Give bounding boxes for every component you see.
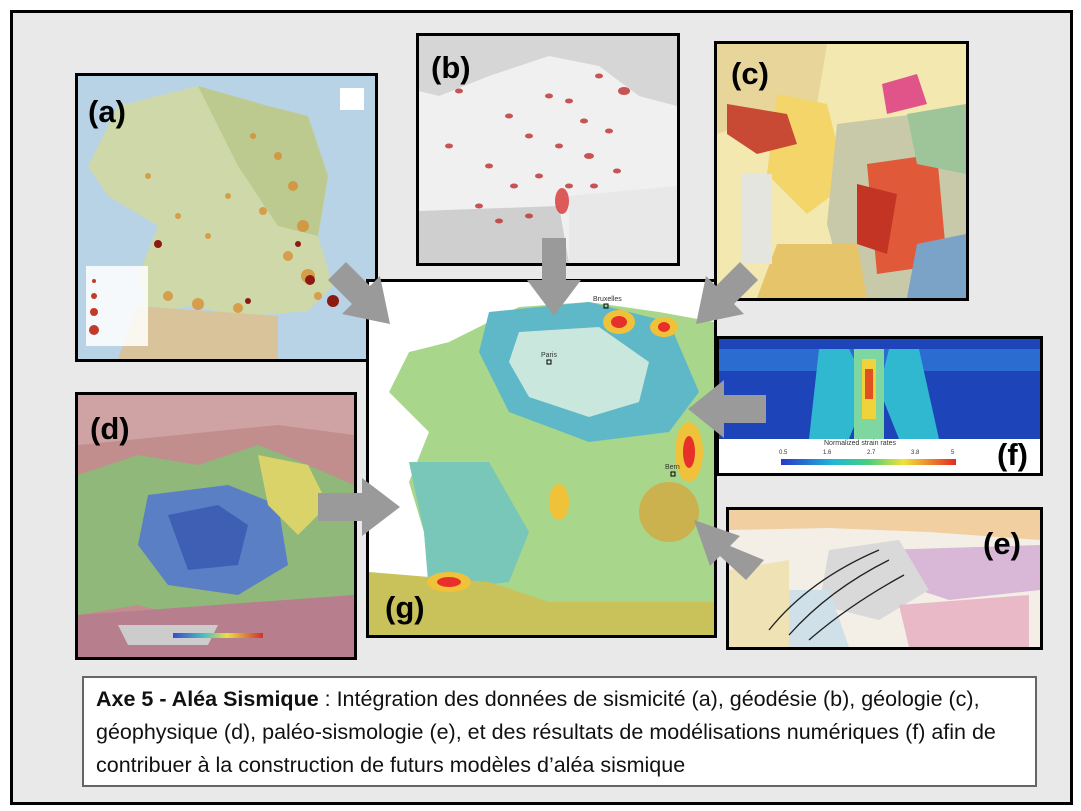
strain-model-graphic [719,339,1040,473]
panel-a-seismicity-map: (a) [75,73,378,362]
panel-f-strain-model: Normalized strain rates 0.5 1.6 2.7 3.8 … [716,336,1043,476]
panel-c-geology-map: (c) [714,41,969,301]
arrow-c-to-g-icon [696,262,758,324]
panel-e-paleoseismology-section: (e) [726,507,1043,650]
panel-f-label: (f) [997,437,1028,472]
panel-b-label: (b) [431,50,471,85]
geophysics-map-graphic [78,395,354,657]
caption-text: : Intégration des données de sismicité (… [96,687,996,777]
panel-g-label: (g) [385,590,425,625]
caption-title: Axe 5 - Aléa Sismique [96,687,319,711]
city-paris-label: Paris [541,352,557,359]
panel-e-label: (e) [983,526,1021,561]
colorbar-tick: 2.7 [867,450,876,456]
city-bern-label: Bern [665,464,680,471]
figure-caption: Axe 5 - Aléa Sismique : Intégration des … [82,676,1037,787]
panel-d-geophysics-map: (d) [75,392,357,660]
colorbar-tick: 1.6 [823,450,832,456]
seismicity-map-graphic [78,76,375,359]
geodesy-map-graphic [419,36,677,263]
panel-a-label: (a) [88,94,126,129]
arrow-d-to-g-icon [318,478,400,536]
panel-d-label: (d) [90,411,130,446]
arrow-a-to-g-icon [328,262,390,324]
panel-g-hazard-map: Paris Bruxelles Bern (g) [366,279,717,638]
colorbar-tick: 0.5 [779,450,788,456]
panel-c-label: (c) [731,56,769,91]
arrow-f-to-g-icon [688,380,766,438]
hazard-map-graphic: Paris Bruxelles Bern [369,282,714,635]
city-bruxelles-label: Bruxelles [593,296,622,303]
arrow-e-to-g-icon [694,520,764,580]
geology-map-graphic [717,44,966,298]
colorbar-tick: 3.8 [911,450,920,456]
colorbar-title: Normalized strain rates [824,440,896,447]
arrow-b-to-g-icon [527,238,581,316]
colorbar-tick: 5 [951,450,955,456]
panel-b-geodesy-map: (b) [416,33,680,266]
paleoseismology-graphic [729,510,1040,647]
